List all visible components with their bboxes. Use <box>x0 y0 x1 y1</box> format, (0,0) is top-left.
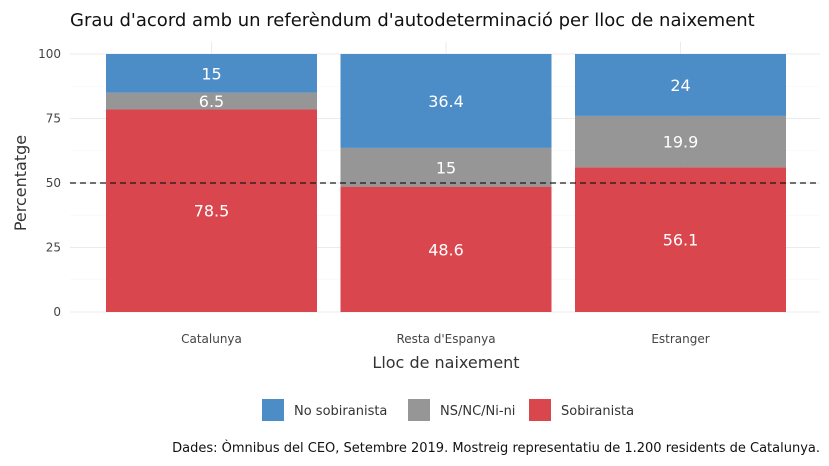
bar-value-label: 15 <box>436 158 456 177</box>
chart-caption: Dades: Òmnibus del CEO, Setembre 2019. M… <box>172 440 820 456</box>
x-tick-label: Estranger <box>651 332 709 346</box>
x-axis-ticks: Catalunya Resta d'Espanya Estranger <box>181 332 710 346</box>
bar-segment <box>340 147 552 187</box>
bar-segment <box>340 186 552 312</box>
chart-title: Grau d'acord amb un referèndum d'autodet… <box>70 10 755 31</box>
bar-value-label: 36.4 <box>428 92 464 111</box>
legend-label: No sobiranista <box>294 404 387 419</box>
y-tick-label: 100 <box>38 47 61 61</box>
bar-segment <box>575 54 786 116</box>
bar-value-label: 19.9 <box>663 133 699 152</box>
bar-value-label: 24 <box>670 76 690 95</box>
x-axis-title: Lloc de naixement <box>372 353 519 372</box>
bar-value-label: 78.5 <box>194 202 230 221</box>
bar-value-label: 56.1 <box>663 231 699 250</box>
x-tick-label: Resta d'Espanya <box>396 332 495 346</box>
bar-value-label: 48.6 <box>428 240 464 259</box>
bar-segment <box>106 109 317 312</box>
bar-value-label: 15 <box>201 64 221 83</box>
bar-segment <box>575 115 786 168</box>
legend-swatch <box>262 399 284 421</box>
y-axis-ticks: 0 25 50 75 100 <box>38 47 61 319</box>
y-tick-label: 25 <box>46 241 61 255</box>
y-tick-label: 0 <box>53 305 61 319</box>
legend-label: Sobiranista <box>561 404 634 419</box>
bar-segment <box>575 167 786 312</box>
y-tick-label: 50 <box>46 176 61 190</box>
bar-segment <box>106 54 317 93</box>
bars-group <box>106 54 786 312</box>
bar-labels-group: 78.5 6.5 15 48.6 15 36.4 56.1 19.9 24 <box>194 64 699 259</box>
y-axis-title: Percentatge <box>11 135 30 231</box>
bar-segment <box>106 92 317 110</box>
bar-segment <box>340 54 552 148</box>
legend-label: NS/NC/Ni-ni <box>440 404 515 419</box>
x-tick-label: Catalunya <box>181 332 242 346</box>
legend: No sobiranista NS/NC/Ni-ni Sobiranista <box>262 399 634 421</box>
legend-swatch <box>408 399 430 421</box>
bar-value-label: 6.5 <box>199 92 224 111</box>
legend-swatch <box>529 399 551 421</box>
y-tick-label: 75 <box>46 112 61 126</box>
